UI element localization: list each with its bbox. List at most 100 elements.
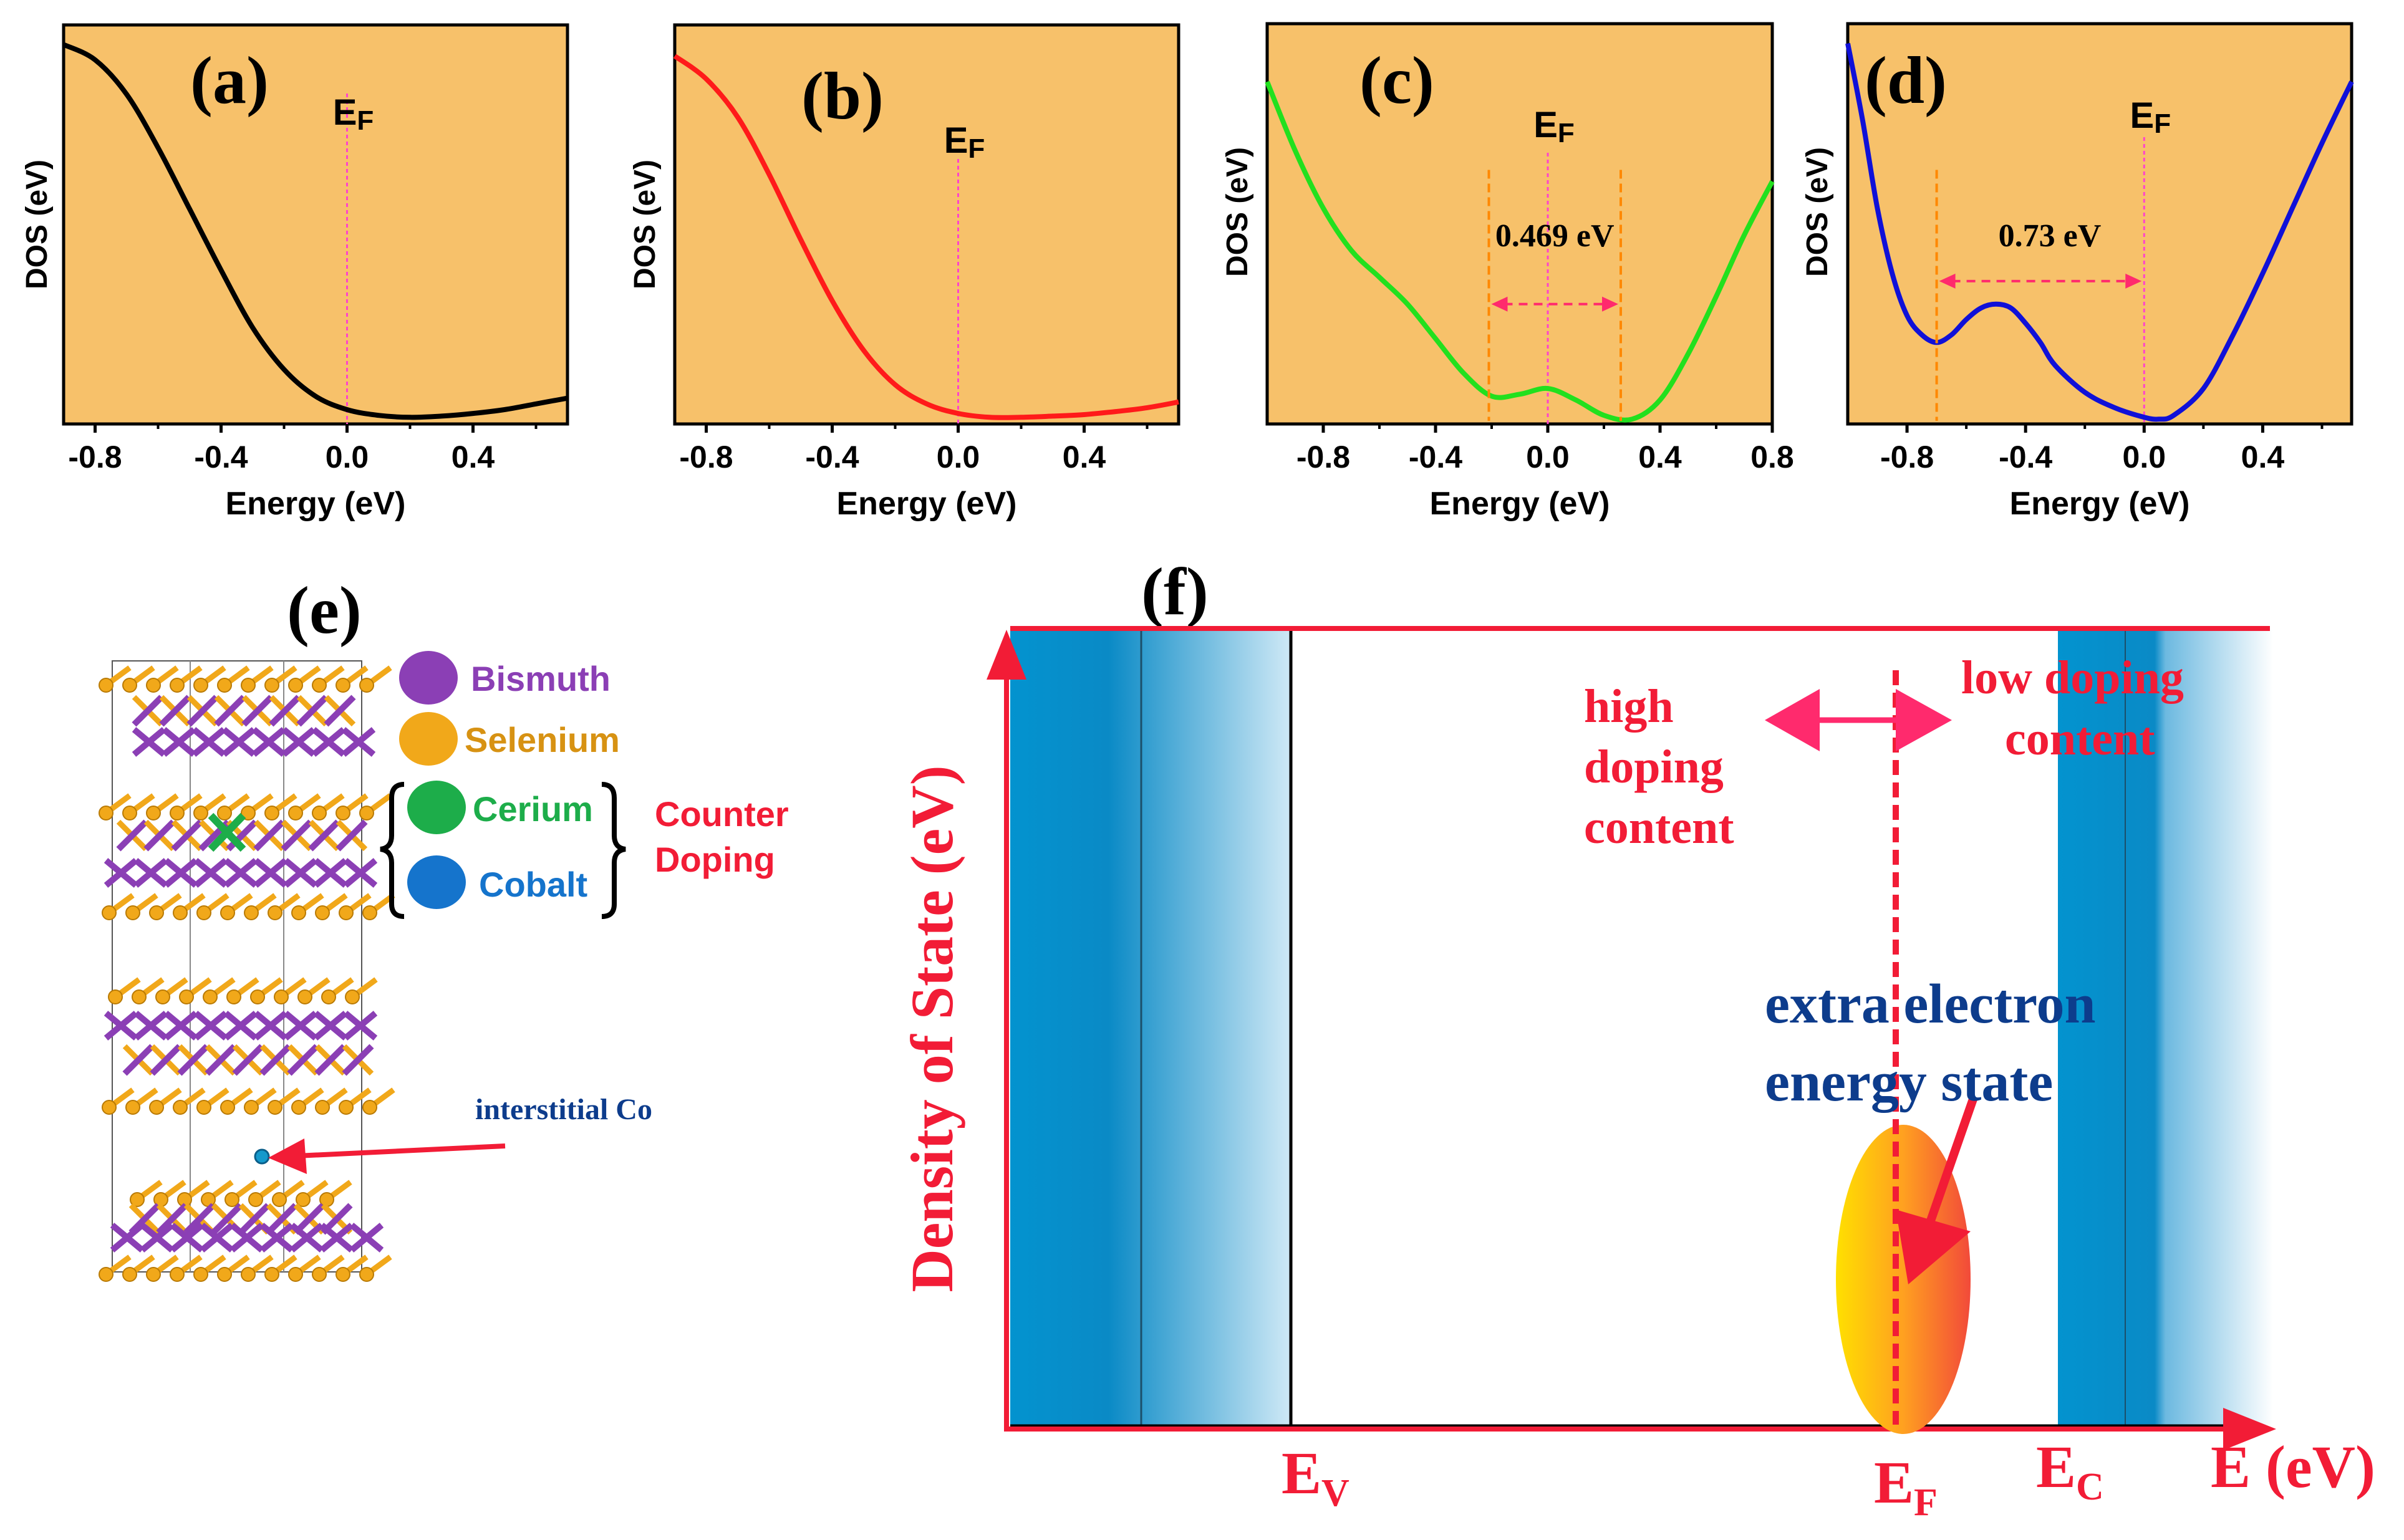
se-atom xyxy=(108,989,123,1004)
bi-bond xyxy=(162,727,196,757)
se-atom xyxy=(362,905,377,920)
valence-band xyxy=(1010,630,1291,1425)
extra-state-line1: extra electron xyxy=(1765,973,2096,1035)
bismuth-swatch xyxy=(399,651,458,705)
bi-bond xyxy=(104,858,138,888)
se-atom xyxy=(99,1267,113,1282)
se-atom xyxy=(315,1100,330,1115)
bi-bond xyxy=(314,1044,347,1076)
x-ticks-c: -0.8 -0.4 0.0 0.4 0.8 xyxy=(1296,424,1794,474)
high-doping-line3: content xyxy=(1584,801,1734,854)
bi-bond xyxy=(251,727,286,757)
panel-c: (c) EF 0.469 eV -0.8 -0.4 0.0 0.4 0.8 Energy… xyxy=(1221,22,1794,522)
x-tick-label: -0.8 xyxy=(1296,440,1350,474)
bi-bond xyxy=(193,858,228,888)
bi-bond xyxy=(253,819,286,852)
dos-axis-label: Density of State (eV) xyxy=(899,765,965,1292)
se-atom xyxy=(170,806,185,821)
doping-arrow-right-icon xyxy=(1896,689,1952,751)
x-tick-label: -0.8 xyxy=(1880,440,1934,474)
bi-bond xyxy=(253,1011,288,1041)
se-atom xyxy=(272,1192,287,1207)
se-atom xyxy=(170,1267,185,1282)
interstitial-label: interstitial Co xyxy=(475,1093,652,1126)
extra-state-arrowhead-icon xyxy=(1896,1210,1971,1284)
se-atom xyxy=(345,989,360,1004)
panel-label-c: (c) xyxy=(1359,44,1434,118)
se-atom xyxy=(248,1192,263,1207)
se-atom xyxy=(339,905,354,920)
x-tick-label: 0.0 xyxy=(326,440,369,474)
bi-bond xyxy=(200,1223,234,1253)
se-atom xyxy=(173,1100,188,1115)
bi-bond xyxy=(349,1223,384,1253)
x-tick-label: -0.4 xyxy=(805,440,859,474)
se-atom xyxy=(102,905,117,920)
extra-state-label: extra electron energy state xyxy=(1765,973,2110,1113)
bi-bond xyxy=(343,1011,378,1041)
x-axis-label-c: Energy (eV) xyxy=(1430,486,1610,522)
se-atom xyxy=(146,806,161,821)
legend-selenium: Selenium xyxy=(465,720,620,759)
panel-e: (e) interstitial Co Bismuth Selenium Cer… xyxy=(99,574,789,1282)
se-atom xyxy=(288,1267,303,1282)
bi-bond xyxy=(266,1203,298,1235)
bi-bond xyxy=(296,695,329,727)
se-atom xyxy=(193,806,208,821)
right-brace-icon xyxy=(601,782,626,919)
bi-bond xyxy=(232,1044,264,1076)
ec-label: EC xyxy=(2036,1433,2104,1508)
x-tick-label: 0.4 xyxy=(2241,440,2285,474)
se-atom xyxy=(193,678,208,693)
bi-bond xyxy=(122,1044,155,1076)
se-atom xyxy=(288,806,303,821)
low-doping-line1: low doping xyxy=(1961,652,2184,704)
se-atom xyxy=(241,678,256,693)
se-atom xyxy=(241,806,256,821)
y-axis-label-d: DOS (eV) xyxy=(1801,147,1834,277)
se-atom xyxy=(335,1267,350,1282)
unit-cell xyxy=(112,660,362,1273)
bi-bond xyxy=(140,1223,175,1253)
bi-bond xyxy=(191,727,226,757)
bi-bond xyxy=(163,858,198,888)
ev-label: EV xyxy=(1282,1440,1349,1514)
element-legend: Bismuth Selenium Cerium Cobalt Counter D… xyxy=(380,651,789,919)
x-tick-label: 0.0 xyxy=(2123,440,2166,474)
bi-bond xyxy=(133,1011,168,1041)
high-doping-line1: high xyxy=(1584,680,1674,733)
bi-bond xyxy=(342,1044,374,1076)
panel-d: (d) EF 0.73 eV -0.8 -0.4 0.0 0.4 Energy (eV… xyxy=(1801,22,2354,522)
x-axis-label-d: Energy (eV) xyxy=(2010,486,2190,522)
selenium-swatch xyxy=(399,712,458,766)
plot-area-d xyxy=(1846,22,2353,426)
cobalt-swatch xyxy=(407,855,466,909)
se-atom xyxy=(196,1100,211,1115)
se-atom xyxy=(335,678,350,693)
bi-bond xyxy=(177,1044,210,1076)
se-atom xyxy=(339,1100,354,1115)
dos-curve-c xyxy=(1265,80,1775,423)
x-tick-label: -0.8 xyxy=(68,440,122,474)
se-atom xyxy=(149,1100,164,1115)
bi-bond xyxy=(186,695,219,727)
dos-axis-arrowhead-icon xyxy=(987,630,1026,680)
se-atom xyxy=(173,905,188,920)
bi-bond xyxy=(287,1044,319,1076)
bi-bond xyxy=(335,819,368,852)
panel-f: (f) high doping content low doping conte… xyxy=(899,555,2375,1524)
se-atom xyxy=(99,678,113,693)
se-atom xyxy=(274,989,289,1004)
bi-bond xyxy=(341,727,376,757)
gap-arrow-left-icon xyxy=(1491,296,1508,312)
bi-bond xyxy=(324,695,356,727)
se-atom xyxy=(146,678,161,693)
crystal-structure xyxy=(99,660,395,1282)
gap-label-c: 0.469 eV xyxy=(1495,218,1615,254)
se-atom xyxy=(244,1100,259,1115)
energy-axis-arrowhead-icon xyxy=(2223,1408,2276,1450)
se-atom xyxy=(149,905,164,920)
bi-bond xyxy=(205,1044,237,1076)
bi-bond xyxy=(311,727,346,757)
